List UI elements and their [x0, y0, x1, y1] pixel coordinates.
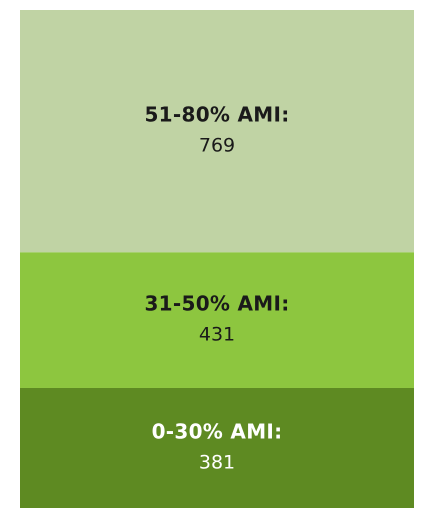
segment [20, 252, 414, 388]
segment [20, 10, 414, 253]
segment-label: 31-50% AMI: [144, 292, 289, 316]
segment [20, 387, 414, 508]
segment-label: 0-30% AMI: [152, 419, 283, 443]
segment-value: 381 [199, 451, 235, 473]
segment-value: 769 [199, 135, 235, 157]
segment-value: 431 [199, 324, 235, 346]
segment-label: 51-80% AMI: [144, 103, 289, 127]
